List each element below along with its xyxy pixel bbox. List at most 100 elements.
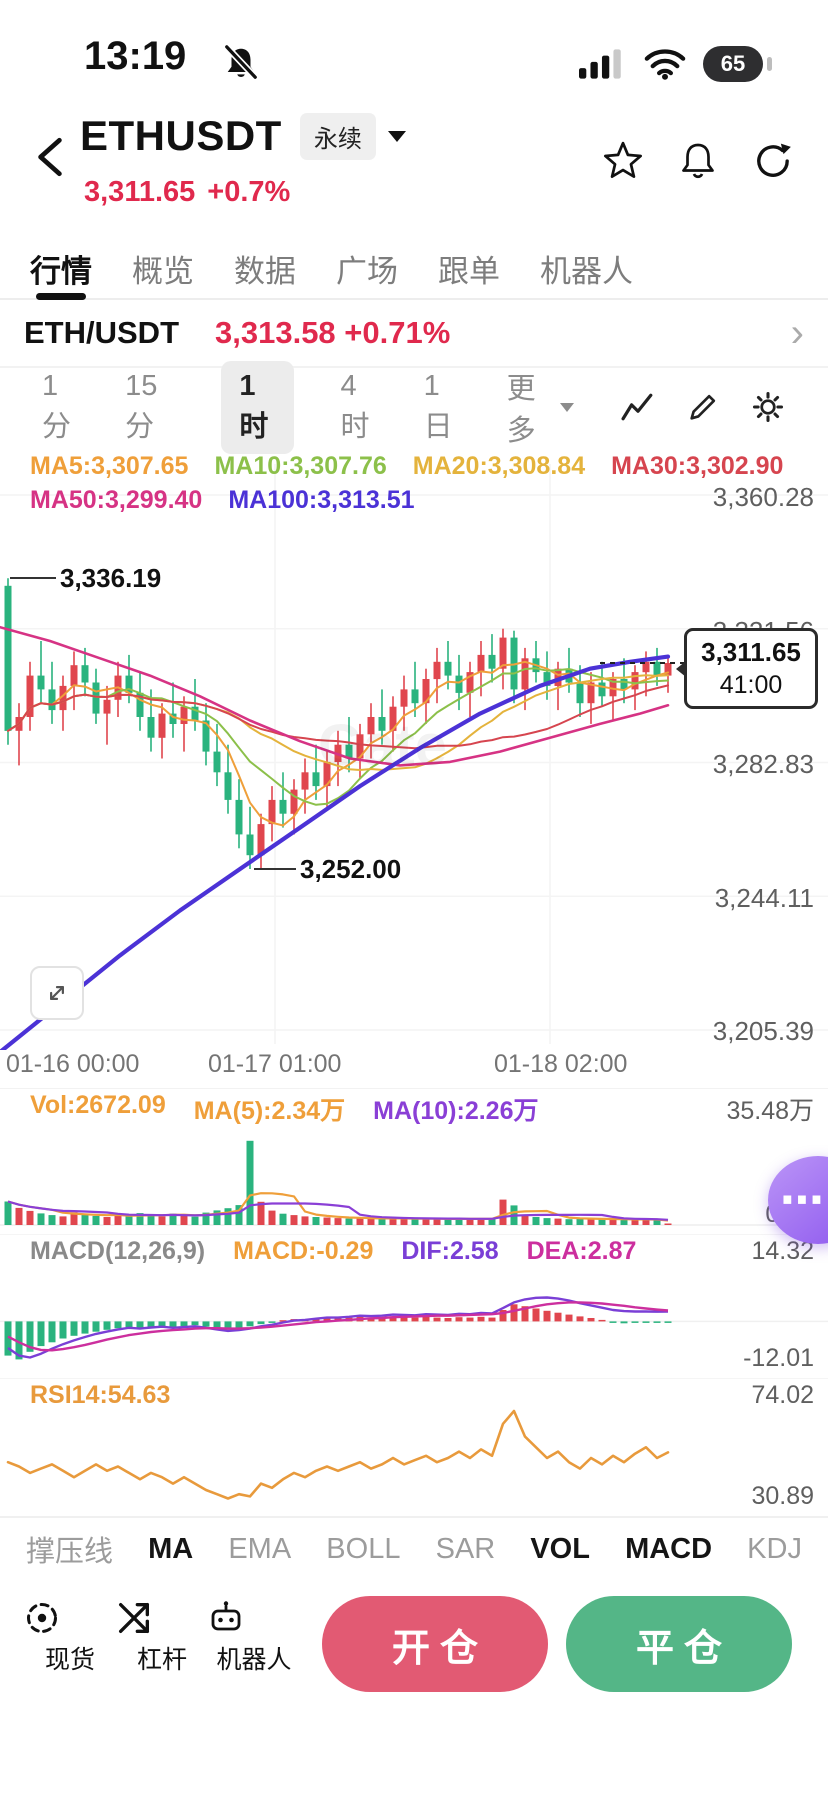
exchange-watermark: Gate: [318, 713, 447, 778]
chevron-down-icon: [560, 402, 574, 412]
dea-value-label: DEA:2.87: [526, 1237, 637, 1265]
macd-min-label: -12.01: [743, 1344, 814, 1372]
tab-bot[interactable]: 机器人: [540, 253, 633, 289]
timeframe-more-dropdown[interactable]: 更多: [507, 365, 574, 449]
price-tag-arrow-icon: [676, 660, 686, 677]
indicator-tab-kdj[interactable]: KDJ: [747, 1532, 802, 1565]
tab-overview[interactable]: 概览: [132, 253, 194, 289]
alert-bell-icon[interactable]: [678, 140, 718, 182]
spot-button[interactable]: 现货: [22, 1598, 118, 1676]
timeframe-4h[interactable]: 4时: [340, 369, 370, 443]
fullscreen-expand-button[interactable]: [30, 966, 84, 1020]
ticker-pair: ETH/USDT: [24, 315, 179, 350]
ma50-label: MA50:3,299.40: [30, 486, 203, 514]
draw-pen-icon[interactable]: [686, 390, 720, 424]
header-change: +0.7%: [207, 176, 291, 208]
rsi-max-label: 74.02: [751, 1381, 814, 1409]
tab-copy-trade[interactable]: 跟单: [438, 253, 500, 289]
back-button[interactable]: [28, 134, 72, 180]
high-annotation: 3,336.19: [60, 563, 162, 593]
close-position-button[interactable]: 平仓: [566, 1596, 792, 1692]
indicator-tab-macd[interactable]: MACD: [625, 1532, 713, 1565]
cellular-signal-icon: [579, 49, 627, 79]
low-annotation: 3,252.00: [300, 854, 402, 884]
contract-caret-icon[interactable]: [387, 130, 406, 142]
bottom-action-bar: 现货 杠杆 机器人 开仓 平仓: [0, 1588, 828, 1718]
macd-labels: MACD(12,26,9) MACD:-0.29 DIF:2.58 DEA:2.…: [30, 1237, 636, 1266]
chevron-right-icon[interactable]: ›: [790, 311, 804, 355]
ticker-price: 3,313.58 +0.71%: [215, 315, 450, 351]
ma100-label: MA100:3,313.51: [228, 486, 415, 514]
robot-icon: [211, 1601, 241, 1631]
vol-ma10-label: MA(10):2.26万: [373, 1097, 539, 1125]
open-position-button[interactable]: 开仓: [322, 1596, 548, 1692]
ticker-change-value: +0.71%: [344, 315, 451, 350]
timeframe-bar: 1分 15分 1时 4时 1日 更多: [0, 360, 828, 454]
indicator-tab-boll[interactable]: BOLL: [326, 1532, 401, 1565]
refresh-icon[interactable]: [752, 140, 794, 182]
spot-label: 现货: [44, 1646, 95, 1674]
wifi-icon: [643, 48, 687, 80]
rsi-value-label: RSI14:54.63: [30, 1381, 171, 1409]
tab-square[interactable]: 广场: [336, 253, 398, 289]
leverage-button[interactable]: 杠杆: [114, 1598, 210, 1676]
notifications-off-icon: [222, 44, 260, 82]
symbol-title: ETHUSDT: [80, 112, 282, 159]
price-axis-label: 3,360.28: [712, 482, 814, 512]
tab-data[interactable]: 数据: [234, 253, 296, 289]
status-time: 13:19: [84, 34, 187, 78]
bot-button[interactable]: 机器人: [206, 1598, 302, 1676]
rsi-min-label: 30.89: [751, 1482, 814, 1510]
rsi-labels: RSI14:54.63: [30, 1381, 170, 1410]
battery-indicator: 65: [703, 46, 763, 82]
tab-market[interactable]: 行情: [30, 238, 92, 298]
timeframe-15m[interactable]: 15分: [125, 369, 158, 443]
x-axis-label: 01-16 00:00: [6, 1050, 140, 1078]
contract-type-badge[interactable]: 永续: [299, 112, 376, 160]
timeframe-more-label: 更多: [506, 373, 536, 447]
favorite-star-icon[interactable]: [602, 140, 644, 182]
macd-title: MACD(12,26,9): [30, 1237, 206, 1265]
indicator-tab-bar: 撑压线 MA EMA BOLL SAR VOL MACD KDJ: [0, 1516, 828, 1580]
timeframe-1m[interactable]: 1分: [42, 369, 72, 443]
last-price-tag: 3,311.65 41:00: [676, 628, 818, 709]
indicator-tab-supportline[interactable]: 撑压线: [26, 1536, 114, 1568]
volume-max-label: 35.48万: [726, 1097, 814, 1125]
ticker-price-value: 3,313.58: [215, 315, 336, 350]
header-price-row: 3,311.65 +0.7%: [84, 176, 290, 209]
crossed-arrows-icon: [119, 1603, 149, 1633]
volume-pane[interactable]: Vol:2672.09 MA(5):2.34万 MA(10):2.26万 35.…: [0, 1088, 828, 1235]
top-nav-tabs: 行情 概览 数据 广场 跟单 机器人: [0, 238, 828, 300]
indicator-tab-sar[interactable]: SAR: [435, 1532, 496, 1565]
ma-labels-row2: MA50:3,299.40 MA100:3,313.51: [30, 486, 415, 515]
indicator-tab-vol[interactable]: VOL: [530, 1532, 590, 1565]
macd-pane[interactable]: MACD(12,26,9) MACD:-0.29 DIF:2.58 DEA:2.…: [0, 1234, 828, 1379]
timeframe-1h[interactable]: 1时: [221, 360, 295, 454]
indicator-tab-ma[interactable]: MA: [148, 1532, 194, 1565]
ticker-row[interactable]: ETH/USDT 3,313.58 +0.71% ›: [0, 300, 828, 368]
timeframe-1d[interactable]: 1日: [423, 369, 453, 443]
price-axis-label: 3,244.11: [714, 883, 814, 913]
high-annotation-line: [10, 577, 56, 579]
x-axis-label: 01-17 01:00: [208, 1050, 342, 1078]
price-axis-label: 3,205.39: [712, 1016, 814, 1046]
chart-type-icon[interactable]: [620, 391, 656, 423]
macd-chart: [0, 1296, 828, 1360]
macd-value-label: MACD:-0.29: [233, 1237, 374, 1265]
candlestick-chart[interactable]: [0, 446, 828, 1050]
ma5-label: MA5:3,307.65: [30, 452, 189, 480]
x-axis-label: 01-18 02:00: [494, 1050, 628, 1078]
volume-labels: Vol:2672.09 MA(5):2.34万 MA(10):2.26万: [30, 1091, 538, 1127]
vol-value-label: Vol:2672.09: [30, 1091, 166, 1119]
battery-nub: [767, 57, 772, 71]
indicator-tab-ema[interactable]: EMA: [228, 1532, 292, 1565]
ma-labels-row1: MA5:3,307.65 MA10:3,307.76 MA20:3,308.84…: [30, 452, 783, 481]
price-chart-pane[interactable]: MA5:3,307.65 MA10:3,307.76 MA20:3,308.84…: [0, 446, 828, 1088]
rsi-pane[interactable]: RSI14:54.63 74.02 30.89: [0, 1378, 828, 1517]
bot-label: 机器人: [216, 1646, 292, 1674]
dif-value-label: DIF:2.58: [401, 1237, 499, 1265]
vol-ma5-label: MA(5):2.34万: [193, 1097, 346, 1125]
volume-bars-chart: [0, 1140, 828, 1226]
chart-settings-gear-icon[interactable]: [750, 389, 786, 425]
